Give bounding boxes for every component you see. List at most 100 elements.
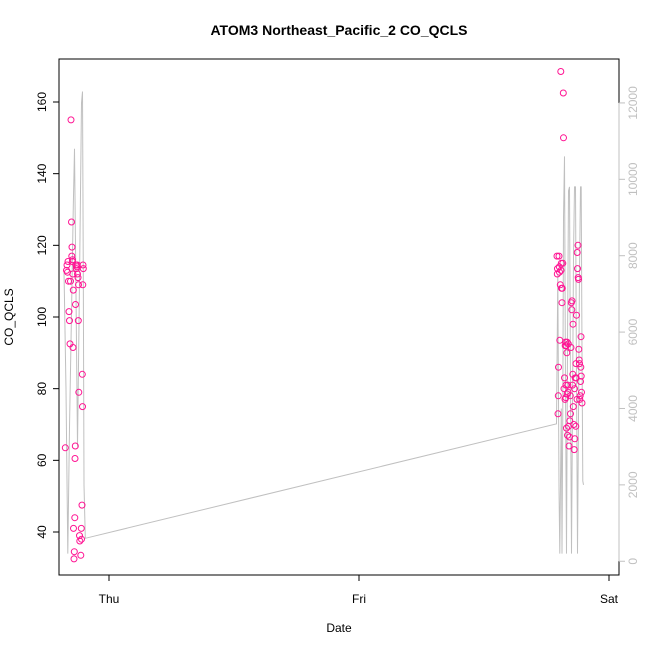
data-point — [576, 392, 584, 400]
y2-tick-label: 8000 — [626, 242, 640, 269]
data-point — [575, 275, 582, 283]
data-point — [68, 218, 75, 226]
data-point — [578, 388, 585, 396]
data-point — [76, 537, 84, 545]
data-point — [563, 424, 570, 432]
data-point — [555, 252, 563, 260]
y2-tick-label: 0 — [626, 558, 640, 565]
data-point — [555, 263, 563, 271]
plot-frame — [58, 58, 620, 576]
data-point — [570, 421, 578, 428]
data-point — [573, 311, 580, 319]
data-point — [572, 422, 580, 430]
y-tick-label: 160 — [35, 92, 49, 112]
data-point — [74, 317, 82, 325]
y2-tick-label: 6000 — [626, 318, 640, 345]
data-point — [67, 277, 74, 285]
data-point — [565, 442, 573, 450]
data-point — [558, 299, 566, 307]
y2-tick-label: 12000 — [626, 86, 640, 120]
data-point — [555, 363, 562, 371]
data-point — [79, 265, 87, 273]
data-point — [574, 241, 582, 249]
data-point — [71, 442, 79, 450]
data-point — [569, 403, 577, 411]
data-point — [79, 403, 86, 411]
data-point — [69, 270, 77, 278]
y2-tick-label: 2000 — [626, 471, 640, 498]
data-point — [77, 551, 85, 559]
data-point — [63, 261, 71, 269]
data-point — [75, 388, 83, 396]
data-point — [79, 281, 87, 289]
data-point — [78, 370, 86, 378]
y-tick-label: 120 — [35, 235, 49, 255]
x-axis: Thu Fri Sat — [99, 574, 619, 606]
data-point — [564, 431, 571, 439]
data-point — [561, 374, 568, 382]
data-point — [554, 410, 562, 418]
data-point — [69, 344, 77, 351]
data-point — [577, 363, 585, 371]
data-point — [557, 68, 565, 75]
altitude-line-layer — [63, 91, 584, 554]
data-point — [571, 435, 579, 443]
y-tick-label: 140 — [35, 163, 49, 183]
data-point — [69, 286, 77, 294]
data-point — [77, 524, 85, 532]
data-point — [575, 356, 583, 364]
data-point — [79, 261, 87, 269]
data-point — [64, 258, 72, 265]
x-tick-label: Fri — [352, 592, 366, 606]
data-point — [71, 514, 79, 522]
y-tick-label: 80 — [35, 382, 49, 396]
data-point — [68, 243, 76, 251]
data-point — [556, 281, 564, 289]
data-point — [70, 524, 77, 532]
data-point — [569, 320, 577, 328]
chart-title: ATOM3 Northeast_Pacific_2 CO_QCLS — [210, 22, 467, 38]
data-point — [576, 360, 583, 368]
y-tick-label: 100 — [35, 307, 49, 327]
y2-tick-label: 4000 — [626, 395, 640, 422]
data-point — [553, 252, 561, 260]
data-point — [558, 284, 566, 292]
data-point — [559, 259, 567, 267]
data-point — [557, 266, 565, 274]
y-axis-right: 0 2000 4000 6000 8000 10000 12000 — [618, 86, 640, 565]
data-point — [553, 270, 561, 278]
data-point — [76, 532, 83, 540]
data-point — [564, 388, 572, 396]
y-axis-left: 40 60 80 100 120 140 160 — [35, 92, 60, 539]
data-point — [568, 297, 576, 305]
data-point — [567, 344, 575, 351]
data-point — [70, 548, 78, 556]
data-point — [567, 410, 574, 418]
data-point — [577, 372, 585, 380]
data-point — [74, 270, 81, 278]
data-point — [67, 116, 75, 124]
data-point — [563, 338, 571, 346]
data-point — [78, 535, 85, 543]
data-point — [69, 256, 76, 264]
data-point — [570, 446, 578, 454]
data-point — [574, 265, 581, 273]
data-point — [554, 392, 562, 400]
x-tick-label: Thu — [99, 592, 120, 606]
data-point — [65, 308, 73, 316]
data-point — [78, 501, 86, 509]
data-point — [65, 277, 72, 285]
altitude-line — [63, 91, 584, 554]
data-point — [559, 89, 567, 97]
data-point — [61, 444, 69, 452]
plot-box — [58, 58, 620, 576]
data-point — [72, 301, 79, 308]
data-point — [74, 274, 82, 282]
data-point — [575, 345, 583, 353]
data-point — [573, 249, 581, 256]
x-tick-label: Sat — [600, 592, 619, 606]
data-point — [66, 317, 73, 325]
y-axis-label: CO_QCLS — [2, 288, 16, 345]
data-point — [563, 349, 571, 357]
